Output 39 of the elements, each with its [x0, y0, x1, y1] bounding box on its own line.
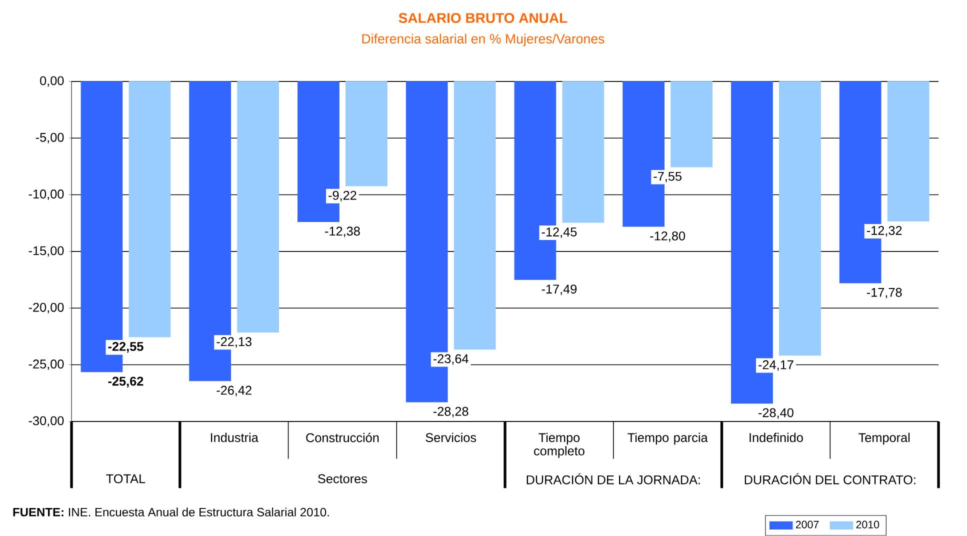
- x-tick-label: Temporal: [858, 432, 910, 445]
- legend-label: 2007: [796, 520, 819, 528]
- data-label: -9,22: [328, 190, 356, 202]
- chart-title: SALARIO BRUTO ANUAL: [398, 13, 568, 24]
- data-label: -28,28: [433, 407, 468, 418]
- data-label: -24,17: [758, 360, 794, 371]
- y-tick-label: -30,00: [28, 416, 64, 427]
- text: DURACIÓN DEL CONTRATO:: [744, 473, 916, 484]
- data-label: -7,55: [654, 172, 682, 182]
- data-label: -17,49: [542, 284, 577, 296]
- x-tick-label: Indefinido: [750, 432, 803, 442]
- legend-label: 2010: [856, 520, 880, 528]
- data-label: -17,78: [866, 288, 902, 298]
- data-label: -23,64: [433, 354, 468, 365]
- data-label: -28,40: [758, 408, 794, 419]
- data-label: -26,42: [216, 386, 252, 396]
- data-label: -12,80: [650, 232, 686, 242]
- chart-subtitle: Diferencia salarial en % Mujeres/Varones: [362, 34, 604, 46]
- y-tick-label: 0,00: [40, 76, 64, 87]
- x-tick-label: Industria: [210, 432, 258, 442]
- y-tick-label: -10,00: [28, 190, 64, 200]
- y-tick-label: -20,00: [28, 303, 64, 314]
- data-label: -12,38: [325, 226, 360, 238]
- data-label: -12,32: [866, 226, 902, 237]
- text: FUENTE: INE. Encuesta Anual de Estructura Salarial 2010.: [13, 508, 329, 517]
- data-label: -25,62: [108, 376, 144, 388]
- data-label: -22,55: [108, 342, 144, 353]
- x-tick-label: Construcción: [306, 432, 379, 442]
- x-tick-label: Tiempo parcia: [628, 432, 708, 445]
- y-tick-label: -5,00: [36, 133, 64, 144]
- text: TOTAL: [106, 474, 146, 484]
- y-tick-label: -25,00: [28, 360, 64, 370]
- data-label: -12,45: [542, 228, 577, 238]
- x-tick-label: Servicios: [426, 432, 476, 442]
- x-tick-label: Tiempo completo: [534, 432, 584, 458]
- data-label: -22,13: [216, 337, 252, 348]
- text: Sectores: [318, 474, 367, 484]
- y-tick-label: -15,00: [28, 246, 64, 257]
- text: DURACIÓN DE LA JORNADA:: [526, 473, 700, 484]
